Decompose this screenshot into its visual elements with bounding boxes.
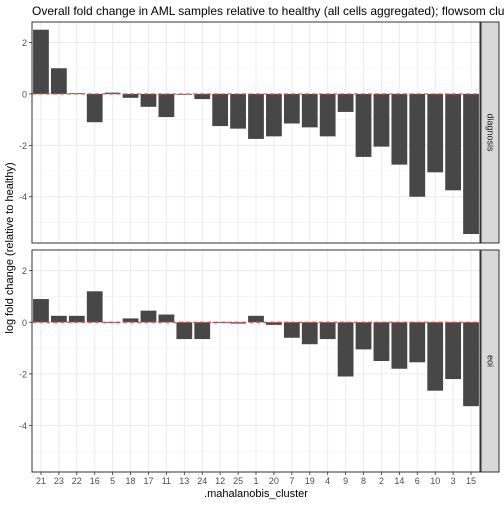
x-tick-label: 4 [325, 476, 330, 486]
bar [122, 318, 139, 323]
bar [33, 29, 49, 94]
x-tick-label: 12 [215, 476, 225, 486]
x-tick-label: 15 [466, 476, 476, 486]
panels-group: 2 0 -2 -4 diagnosis 2 0 -2 -4 eoi [19, 21, 500, 473]
bar [230, 93, 246, 129]
y-tick-label: 2 [22, 38, 27, 48]
bar [463, 322, 479, 407]
y-tick-label: 0 [22, 89, 27, 99]
bar [140, 310, 157, 323]
x-tick-label: 8 [361, 476, 366, 486]
bar [337, 322, 354, 377]
x-tick-label: 11 [162, 476, 171, 486]
x-tick-label: 2 [379, 476, 384, 486]
x-tick-label: 13 [179, 476, 189, 486]
x-tick-labels: 21 23 22 16 5 18 17 11 13 24 12 25 1 20 7 19 4 9 8 2 14 6 10 3 1… [36, 472, 476, 486]
x-tick-label: 7 [289, 476, 294, 486]
bar [194, 93, 211, 100]
x-tick-label: 1 [253, 476, 258, 486]
x-tick-label: 24 [197, 476, 207, 486]
bar [355, 322, 372, 350]
bar [122, 93, 139, 98]
facet-strip-label: eoi [486, 355, 496, 367]
x-tick-label: 9 [343, 476, 348, 486]
bar [50, 315, 67, 323]
bar [194, 322, 211, 340]
bar [283, 322, 300, 338]
bar [445, 322, 462, 380]
bar [301, 93, 318, 128]
bar [391, 93, 408, 165]
bar [33, 299, 49, 323]
bar [176, 93, 193, 95]
y-axis-label: log fold change (relative to healthy) [4, 162, 16, 333]
bar [427, 93, 444, 173]
y-tick-label: -4 [19, 192, 27, 202]
y-tick-label: 0 [22, 318, 27, 328]
bar [427, 322, 444, 391]
x-tick-label: 21 [36, 476, 46, 486]
y-tick-label: -4 [19, 421, 27, 431]
x-tick-label: 19 [305, 476, 315, 486]
panel-border [31, 21, 481, 244]
bar [212, 322, 229, 324]
bar [337, 93, 354, 112]
x-tick-label: 14 [394, 476, 404, 486]
bar [463, 93, 479, 235]
bar [248, 315, 264, 323]
bar [140, 93, 157, 107]
bar [319, 322, 336, 340]
bar [391, 322, 408, 369]
bar [373, 93, 390, 147]
y-tick-label: -2 [19, 369, 27, 379]
x-tick-label: 10 [430, 476, 440, 486]
bar [409, 93, 426, 197]
bar [158, 314, 175, 323]
bar [266, 93, 282, 137]
bar [445, 93, 462, 191]
x-tick-label: 16 [90, 476, 100, 486]
chart-title: Overall fold change in AML samples relat… [32, 4, 504, 18]
bar [104, 92, 121, 94]
bar [86, 291, 103, 323]
bar [266, 322, 282, 325]
facet-strip-label: diagnosis [486, 113, 496, 152]
x-axis-label: .mahalanobis_cluster [204, 488, 308, 500]
x-tick-label: 5 [110, 476, 115, 486]
bar [319, 93, 336, 137]
x-tick-label: 17 [143, 476, 153, 486]
bar [283, 93, 300, 124]
x-tick-label: 25 [233, 476, 243, 486]
bar [50, 68, 67, 94]
bar [301, 322, 318, 345]
facet-strip [480, 249, 500, 473]
bar [230, 322, 246, 324]
bar [248, 93, 264, 139]
x-tick-label: 20 [269, 476, 279, 486]
bar [158, 93, 175, 118]
x-tick-label: 18 [126, 476, 136, 486]
x-tick-label: 22 [72, 476, 82, 486]
bar [86, 93, 103, 123]
bar [409, 322, 426, 363]
bar [176, 322, 193, 340]
y-tick-label: 2 [22, 266, 27, 276]
x-tick-label: 3 [451, 476, 456, 486]
bar [212, 93, 229, 127]
bar [68, 315, 85, 323]
y-tick-label: -2 [19, 141, 27, 151]
bar [373, 322, 390, 361]
x-tick-label: 23 [54, 476, 64, 486]
bar [355, 93, 372, 157]
facet-strip [480, 21, 500, 244]
x-tick-label: 6 [415, 476, 420, 486]
